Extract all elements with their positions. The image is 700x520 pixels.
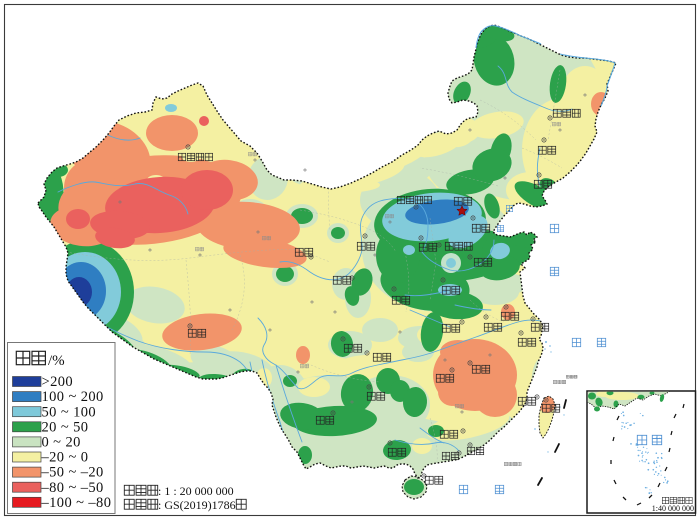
svg-text:/%: /% xyxy=(48,353,65,369)
svg-text:50 ~ 100: 50 ~ 100 xyxy=(42,404,97,420)
svg-text:: 1 : 20 000 000: : 1 : 20 000 000 xyxy=(158,484,234,498)
svg-text:–100 ~ –80: –100 ~ –80 xyxy=(41,495,112,511)
svg-text:>200: >200 xyxy=(42,374,74,390)
svg-text:100 ~ 200: 100 ~ 200 xyxy=(42,389,104,405)
svg-text:–20 ~ 0: –20 ~ 0 xyxy=(41,450,89,466)
svg-text:–80 ~ –50: –80 ~ –50 xyxy=(41,480,104,496)
svg-text:: GS(2019)1786: : GS(2019)1786 xyxy=(158,498,236,512)
svg-text:0 ~ 20: 0 ~ 20 xyxy=(42,435,81,451)
svg-text:1:40 000 000: 1:40 000 000 xyxy=(652,504,694,513)
svg-text:–50 ~ –20: –50 ~ –20 xyxy=(41,465,104,481)
svg-text:20 ~ 50: 20 ~ 50 xyxy=(42,419,89,435)
